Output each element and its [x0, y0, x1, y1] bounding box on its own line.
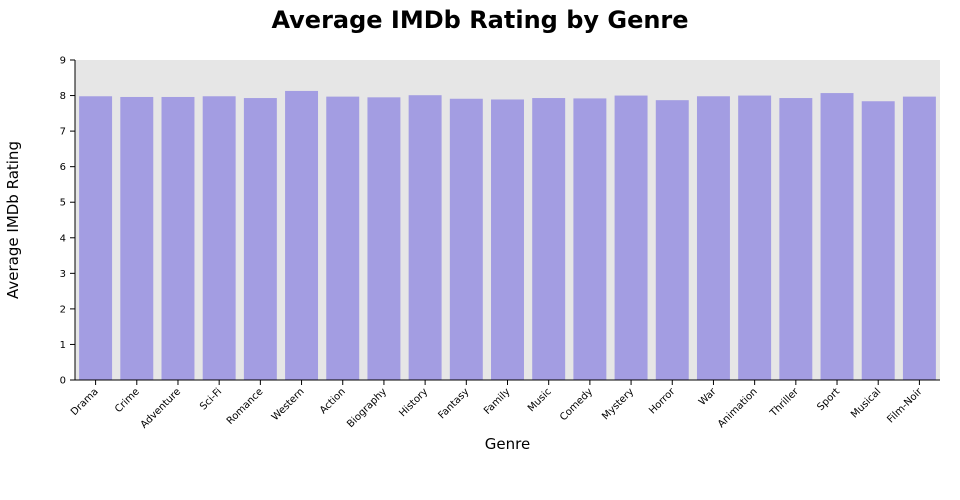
bar-comedy [573, 98, 607, 381]
y-tick-label: 0 [60, 376, 66, 387]
x-tick-label: Crime [113, 386, 142, 415]
bar-sci-fi [202, 96, 236, 381]
y-tick-label: 4 [60, 233, 66, 244]
bar-war [696, 96, 730, 381]
bar-drama [79, 96, 113, 381]
x-tick-label: Film-Noir [885, 386, 925, 426]
x-tick-label: History [397, 386, 430, 419]
bar-crime [120, 96, 154, 380]
x-tick-label: Mystery [600, 386, 636, 422]
y-axis-title: Average IMDb Rating [4, 141, 22, 299]
y-tick-label: 1 [60, 340, 66, 351]
y-tick-label: 8 [60, 91, 66, 102]
y-axis: 0 1 2 3 4 5 6 7 8 9 [60, 56, 76, 387]
x-tick-label: Romance [225, 386, 266, 427]
bar-thriller [779, 98, 813, 381]
bar-history [408, 95, 442, 380]
x-tick-label: Family [482, 386, 513, 417]
bar-mystery [614, 95, 648, 381]
y-tick-label: 7 [60, 127, 66, 138]
x-tick-label: Sport [815, 386, 842, 413]
x-tick-label: Action [318, 386, 348, 416]
x-tick-label: Biography [345, 386, 389, 430]
y-tick-label: 5 [60, 198, 66, 209]
x-tick-label: Western [270, 386, 307, 423]
bar-music [532, 98, 566, 381]
x-tick-label: Animation [716, 386, 760, 430]
bar-animation [738, 95, 772, 381]
x-tick-label: War [697, 386, 719, 408]
x-tick-label: Musical [849, 386, 883, 420]
bar-action [326, 96, 360, 380]
bar-horror [655, 100, 689, 380]
bar-musical [861, 101, 895, 380]
bar-adventure [161, 96, 195, 380]
y-tick-label: 2 [60, 304, 66, 315]
x-axis-title: Genre [485, 435, 530, 453]
x-tick-label: Thriller [768, 386, 802, 420]
bar-western [285, 90, 319, 380]
y-tick-label: 3 [60, 269, 66, 280]
x-tick-label: Horror [647, 386, 678, 417]
y-tick-label: 9 [60, 56, 66, 67]
bars-layer [79, 90, 936, 381]
chart-title: Average IMDb Rating by Genre [271, 6, 689, 34]
x-tick-label: Fantasy [436, 386, 471, 421]
bar-film-noir [902, 96, 936, 380]
bar-fantasy [449, 98, 483, 380]
x-tick-label: Drama [69, 386, 101, 418]
bar-romance [243, 98, 277, 381]
bar-biography [367, 97, 401, 380]
bar-sport [820, 93, 854, 381]
x-tick-label: Sci-Fi [198, 386, 224, 412]
x-tick-label: Adventure [139, 386, 183, 430]
bar-family [491, 99, 524, 380]
x-tick-label: Music [526, 386, 554, 414]
y-tick-label: 6 [60, 162, 66, 173]
x-tick-label: Comedy [558, 386, 595, 423]
